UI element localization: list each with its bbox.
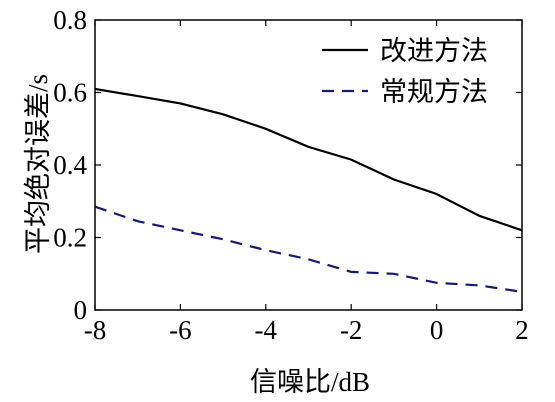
- x-tick-label: -2: [340, 315, 363, 345]
- y-axis-label: 平均绝对误差/s: [23, 74, 53, 254]
- y-tick-label: 0.2: [53, 223, 87, 253]
- x-tick-label: 0: [430, 315, 444, 345]
- x-axis-label: 信噪比/dB: [250, 367, 370, 397]
- legend-label-1: 改进方法: [380, 36, 488, 66]
- x-tick-label: -8: [84, 315, 107, 345]
- y-tick-label: 0.4: [53, 150, 87, 180]
- y-tick-label: 0: [74, 295, 88, 325]
- legend-label-2: 常规方法: [380, 77, 488, 107]
- x-tick-label: 2: [515, 315, 529, 345]
- y-tick-label: 0.8: [53, 5, 87, 35]
- y-tick-label: 0.6: [53, 78, 87, 108]
- series-line-2: [94, 205, 523, 293]
- x-tick-label: -4: [255, 315, 278, 345]
- series-line-1: [94, 87, 523, 232]
- x-tick-label: -6: [169, 315, 192, 345]
